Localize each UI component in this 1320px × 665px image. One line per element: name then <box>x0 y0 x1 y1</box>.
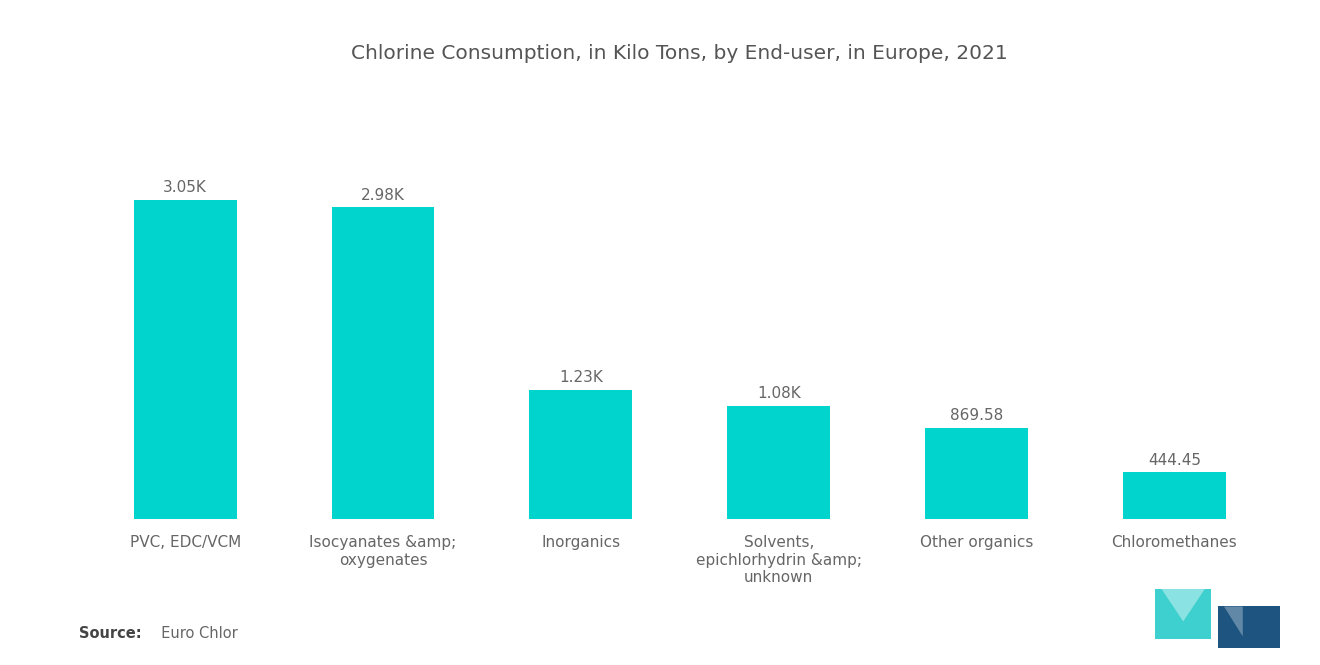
FancyBboxPatch shape <box>1155 589 1212 640</box>
Polygon shape <box>1224 606 1243 636</box>
FancyBboxPatch shape <box>1217 606 1280 648</box>
Text: 869.58: 869.58 <box>950 408 1003 423</box>
Bar <box>1123 472 1226 519</box>
Bar <box>331 207 434 519</box>
Text: 2.98K: 2.98K <box>362 188 405 203</box>
Text: 3.05K: 3.05K <box>164 180 207 196</box>
Text: Source:: Source: <box>79 626 141 642</box>
Bar <box>727 406 830 519</box>
Text: Euro Chlor: Euro Chlor <box>152 626 238 642</box>
Polygon shape <box>1162 589 1205 621</box>
Bar <box>529 390 632 519</box>
Bar <box>925 428 1028 519</box>
Text: 1.23K: 1.23K <box>558 370 603 386</box>
Title: Chlorine Consumption, in Kilo Tons, by End-user, in Europe, 2021: Chlorine Consumption, in Kilo Tons, by E… <box>351 44 1008 63</box>
Text: 444.45: 444.45 <box>1148 453 1201 467</box>
Bar <box>133 200 236 519</box>
Text: 1.08K: 1.08K <box>756 386 801 401</box>
